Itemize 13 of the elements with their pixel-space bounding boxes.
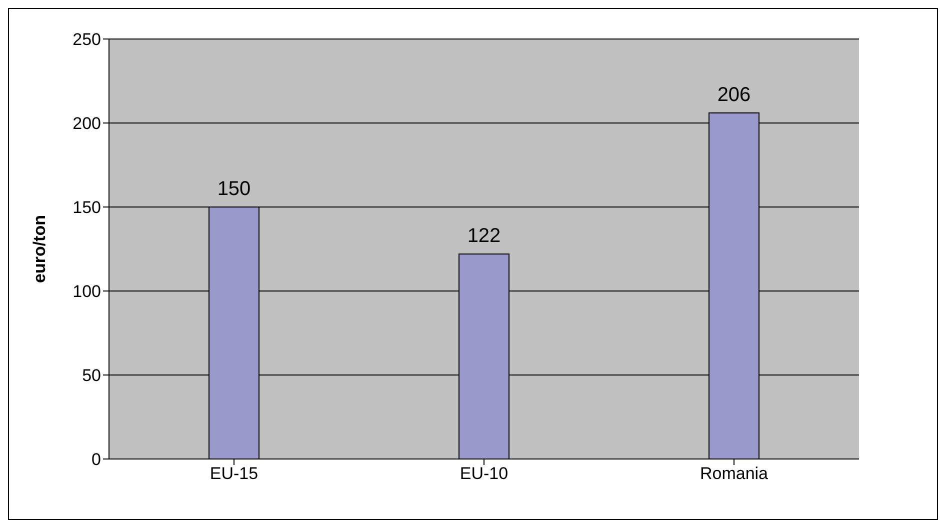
- y-tick-label: 0: [92, 450, 101, 470]
- y-tick-label: 50: [82, 366, 101, 386]
- x-tick-label: EU-10: [460, 464, 508, 484]
- data-label: 150: [217, 178, 251, 200]
- y-axis-title: euro/ton: [30, 215, 50, 283]
- y-tick-label: 100: [72, 282, 101, 302]
- data-label: 122: [467, 225, 501, 248]
- x-tick-label: EU-15: [210, 464, 258, 484]
- y-tick-label: 250: [72, 30, 101, 50]
- x-tick-label: Romania: [700, 464, 769, 484]
- data-label: 206: [717, 84, 751, 106]
- y-tick-label: 200: [72, 114, 101, 134]
- y-tick-label: 150: [72, 198, 101, 218]
